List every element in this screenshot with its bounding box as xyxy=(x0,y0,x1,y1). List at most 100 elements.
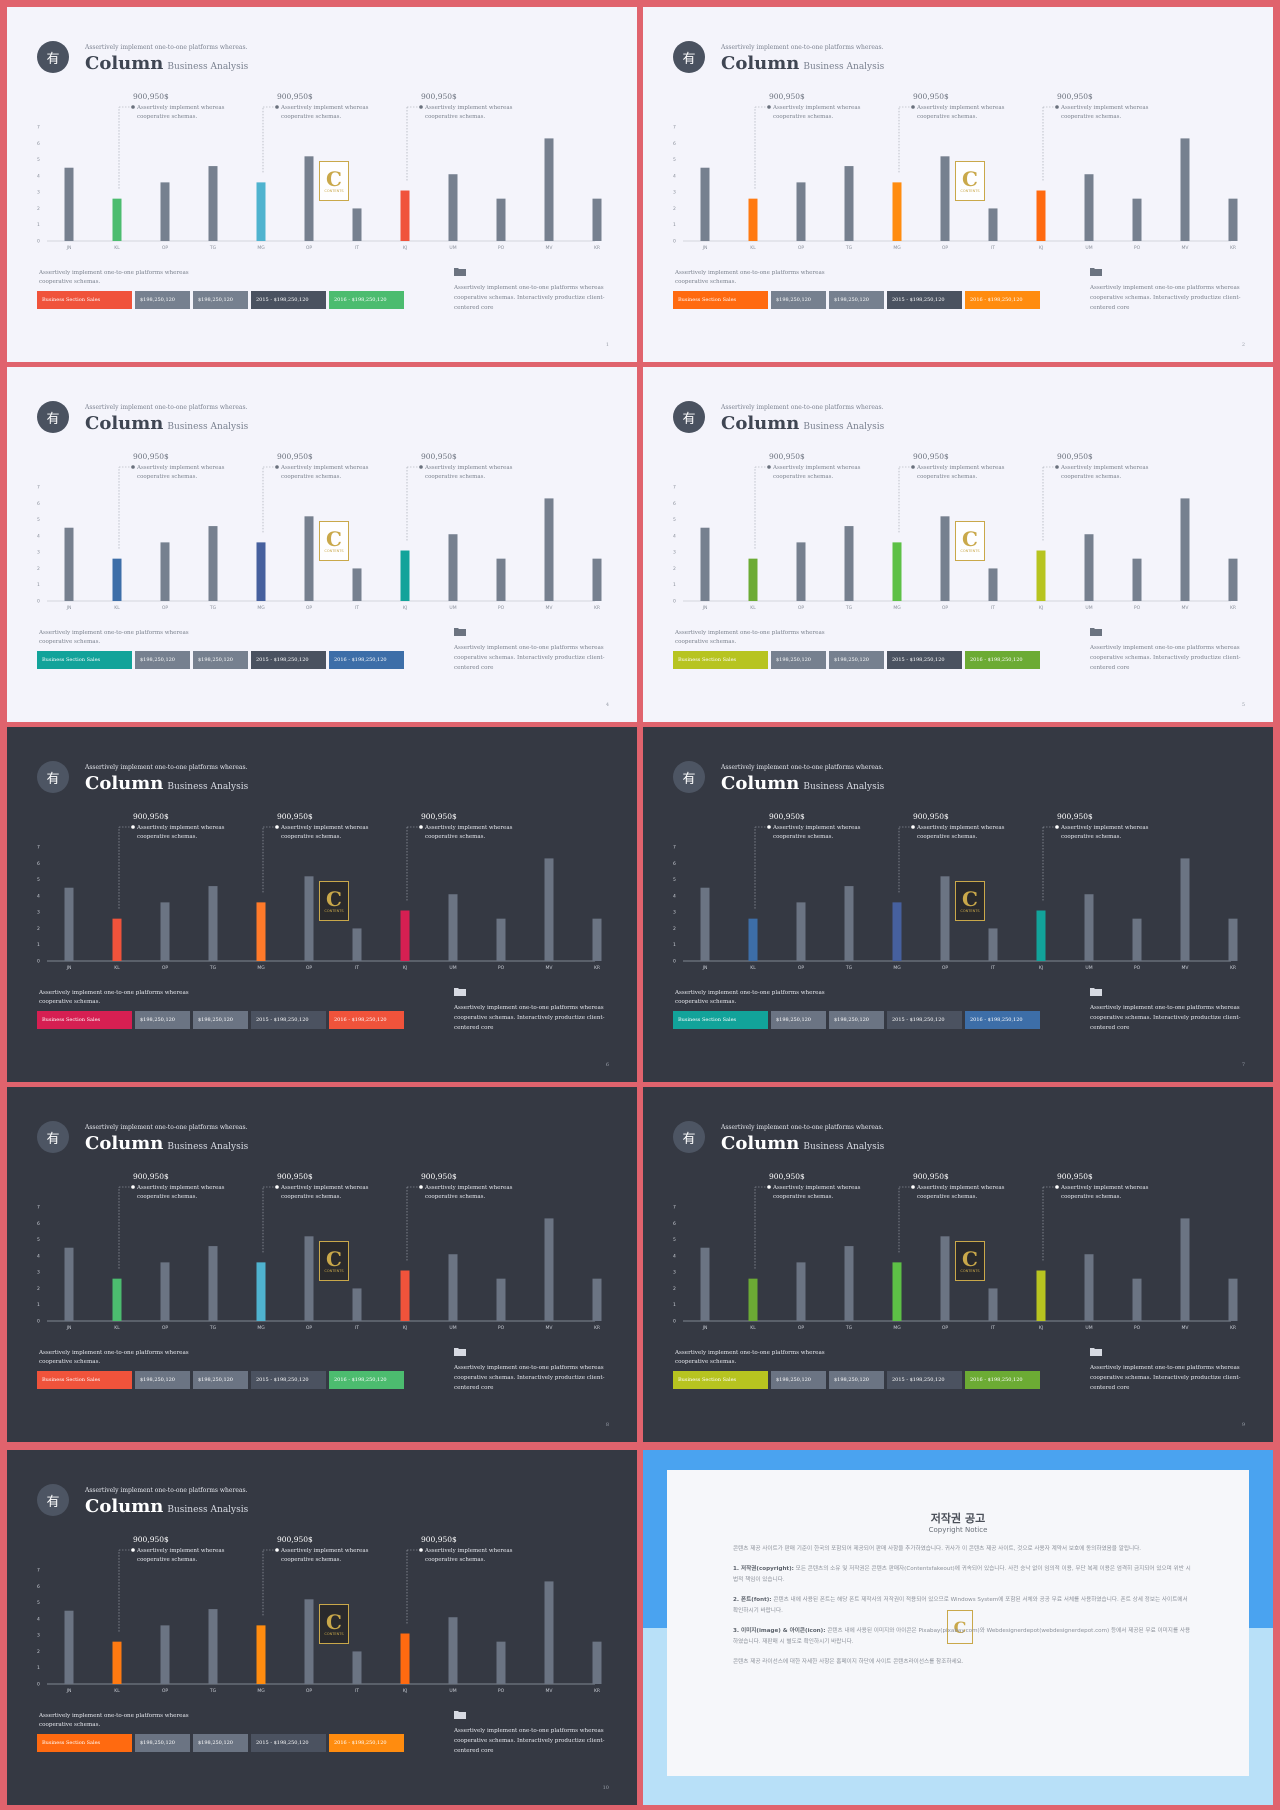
y-tick-label: 5 xyxy=(37,877,40,883)
annotation-dot xyxy=(275,465,279,469)
annotation-value: 900,950$ xyxy=(769,92,805,101)
y-tick-label: 4 xyxy=(37,173,40,179)
annotation-text: Assertively implement whereas xyxy=(280,825,369,831)
annotation-value: 900,950$ xyxy=(133,812,169,821)
legend-box: $198,250,120 xyxy=(135,651,190,669)
column-chart: 0 1 2 3 4 5 6 7 JN KL OP TG MG OP IT KJ UM PO MV KR 900,950$… xyxy=(673,812,1238,971)
x-tick-label: PO xyxy=(498,1325,505,1331)
annotation-text: Assertively implement whereas xyxy=(916,465,1005,471)
x-tick-label: MG xyxy=(893,965,901,971)
logo-icon: 有 xyxy=(37,761,69,793)
watermark-text: CONTENTS xyxy=(960,549,980,553)
title-main: Column xyxy=(85,773,164,794)
y-tick-label: 3 xyxy=(37,1270,40,1276)
x-tick-label: IT xyxy=(355,605,359,611)
watermark-icon: C CONTENTS xyxy=(319,1241,349,1281)
bar xyxy=(496,558,506,601)
y-tick-label: 2 xyxy=(37,926,40,932)
bar xyxy=(208,166,218,241)
logo-icon: 有 xyxy=(37,401,69,433)
y-tick-label: 3 xyxy=(37,910,40,916)
title-main: Column xyxy=(85,53,164,74)
bar xyxy=(1180,138,1190,241)
slide-subtitle: Assertively implement one-to-one platfor… xyxy=(85,1487,248,1494)
page-number: 10 xyxy=(602,1785,609,1791)
y-tick-label: 0 xyxy=(673,239,676,245)
annotation-text: cooperative schemas. xyxy=(425,474,485,480)
x-tick-label: TG xyxy=(209,605,217,611)
bar xyxy=(208,1246,218,1321)
y-tick-label: 2 xyxy=(673,1286,676,1292)
x-tick-label: PO xyxy=(498,605,505,611)
annotation-dot xyxy=(419,105,423,109)
note-right: Assertively implement one-to-one platfor… xyxy=(1090,285,1241,311)
slide-title: Column Business Analysis xyxy=(85,1496,248,1517)
slide-title: Column Business Analysis xyxy=(85,1133,248,1154)
legend-box: $198,250,120 xyxy=(135,1371,190,1389)
annotation-value: 900,950$ xyxy=(913,92,949,101)
bar xyxy=(844,1246,854,1321)
annotation-text: Assertively implement whereas xyxy=(424,105,513,111)
x-tick-label: KR xyxy=(594,965,600,971)
bar xyxy=(988,208,998,241)
copyright-footer: 콘텐츠 제공 라이선스에 대한 자세한 사항은 홈페이지 하단에 사이트 콘텐츠… xyxy=(733,1659,964,1665)
bar xyxy=(448,174,458,241)
x-tick-label: UM xyxy=(449,245,456,251)
bar xyxy=(160,1262,170,1321)
x-tick-label: IT xyxy=(991,1325,995,1331)
title-sub: Business Analysis xyxy=(803,422,885,432)
title-main: Column xyxy=(721,413,800,434)
x-tick-label: UM xyxy=(1085,245,1092,251)
watermark-text: CONTENTS xyxy=(960,909,980,913)
title-main: Column xyxy=(85,413,164,434)
y-tick-label: 6 xyxy=(37,141,40,147)
y-tick-label: 3 xyxy=(673,550,676,556)
y-tick-label: 3 xyxy=(673,190,676,196)
annotation-value: 900,950$ xyxy=(913,1172,949,1181)
annotation-dot xyxy=(419,825,423,829)
watermark-text: CONTENTS xyxy=(324,909,344,913)
bar xyxy=(700,887,710,961)
title-sub: Business Analysis xyxy=(167,782,249,792)
bar xyxy=(892,182,902,241)
bar xyxy=(64,167,74,241)
legend-box: $198,250,120 xyxy=(771,651,826,669)
y-tick-label: 2 xyxy=(37,1286,40,1292)
y-tick-label: 0 xyxy=(37,239,40,245)
annotation-text: cooperative schemas. xyxy=(917,1194,977,1200)
bar xyxy=(796,182,806,241)
y-tick-label: 3 xyxy=(37,550,40,556)
bar xyxy=(1132,558,1142,601)
bar xyxy=(400,1633,410,1684)
slide: 有 Assertively implement one-to-one platfo… xyxy=(643,7,1273,362)
legend-box: 2016 - $198,250,120 xyxy=(965,651,1040,669)
legend-box: Business Section Sales xyxy=(673,291,768,309)
copyright-slide: 저작권 공고 Copyright Notice C 콘텐츠 제공 사이트가 판매… xyxy=(643,1450,1273,1805)
logo-icon: 有 xyxy=(673,401,705,433)
watermark-icon: C CONTENTS xyxy=(955,161,985,201)
legend-box: 2016 - $198,250,120 xyxy=(965,291,1040,309)
y-tick-label: 3 xyxy=(673,910,676,916)
bar xyxy=(892,542,902,601)
legend-box: $198,250,120 xyxy=(829,1011,884,1029)
x-tick-label: OP xyxy=(162,605,169,611)
x-tick-label: UM xyxy=(1085,605,1092,611)
column-chart: 0 1 2 3 4 5 6 7 JN KL OP TG MG OP IT KJ UM PO MV KR 900,950$… xyxy=(37,452,602,611)
annotation-value: 900,950$ xyxy=(277,1535,313,1544)
x-tick-label: IT xyxy=(991,965,995,971)
page-number: 1 xyxy=(605,342,609,348)
legend-box: Business Section Sales xyxy=(673,651,768,669)
legend-boxes: Business Section Sales $198,250,120 $198,2… xyxy=(673,651,1040,669)
title-main: Column xyxy=(721,1133,800,1154)
note-right: Assertively implement one-to-one platfor… xyxy=(454,1365,605,1391)
x-tick-label: OP xyxy=(306,1325,313,1331)
column-chart: 0 1 2 3 4 5 6 7 JN KL OP TG MG OP IT KJ UM PO MV KR 900,950$… xyxy=(673,1172,1238,1331)
x-tick-label: MG xyxy=(257,1688,265,1694)
legend-boxes: Business Section Sales $198,250,120 $198,2… xyxy=(37,1371,404,1389)
x-tick-label: MV xyxy=(546,1688,554,1694)
title-sub: Business Analysis xyxy=(167,62,249,72)
annotation-text: cooperative schemas. xyxy=(281,834,341,840)
logo-icon: 有 xyxy=(37,1121,69,1153)
annotation-text: cooperative schemas. xyxy=(917,834,977,840)
copyright-subtitle: Copyright Notice xyxy=(928,1526,988,1534)
